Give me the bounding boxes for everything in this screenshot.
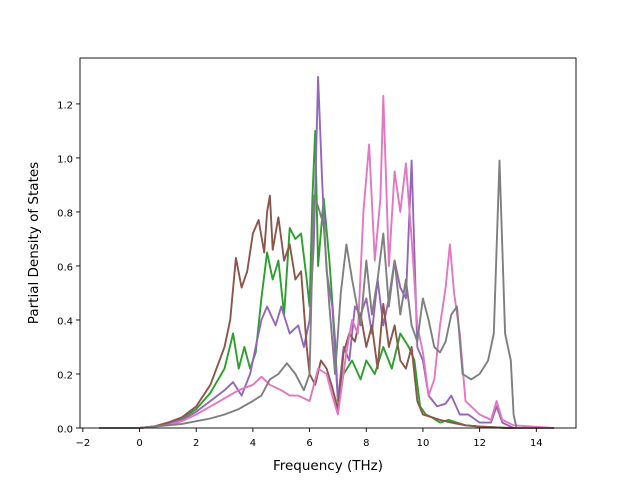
x-tick-label: 10 bbox=[417, 438, 430, 449]
y-axis-ticks: 0.0 0.2 0.4 0.6 0.8 1.0 1.2 bbox=[57, 100, 80, 436]
x-tick-label: 8 bbox=[363, 438, 369, 449]
plot-frame bbox=[79, 57, 577, 429]
x-tick-label: −2 bbox=[75, 438, 90, 449]
series-line-3 bbox=[98, 194, 555, 429]
x-tick-label: 6 bbox=[306, 438, 312, 449]
y-tick-label: 0.2 bbox=[57, 370, 73, 381]
x-tick-label: 2 bbox=[193, 438, 199, 449]
y-tick-label: 1.2 bbox=[57, 100, 73, 111]
y-tick-label: 0.4 bbox=[57, 316, 73, 327]
y-tick-label: 0.0 bbox=[57, 425, 73, 436]
y-axis-title: Partial Density of States bbox=[26, 162, 42, 324]
x-tick-label: 14 bbox=[530, 438, 543, 449]
series-lines bbox=[98, 75, 555, 429]
y-tick-label: 1.0 bbox=[57, 154, 73, 165]
x-tick-label: 0 bbox=[136, 438, 142, 449]
series-line-5 bbox=[98, 159, 555, 429]
x-tick-label: 12 bbox=[473, 438, 486, 449]
y-tick-label: 0.6 bbox=[57, 262, 73, 273]
series-line-4 bbox=[98, 94, 555, 429]
x-axis-title: Frequency (THz) bbox=[273, 458, 383, 474]
x-tick-label: 4 bbox=[250, 438, 256, 449]
y-tick-label: 0.8 bbox=[57, 208, 73, 219]
series-line-1 bbox=[98, 129, 555, 429]
x-axis-ticks: −2 0 2 4 6 8 10 12 14 bbox=[75, 428, 543, 449]
